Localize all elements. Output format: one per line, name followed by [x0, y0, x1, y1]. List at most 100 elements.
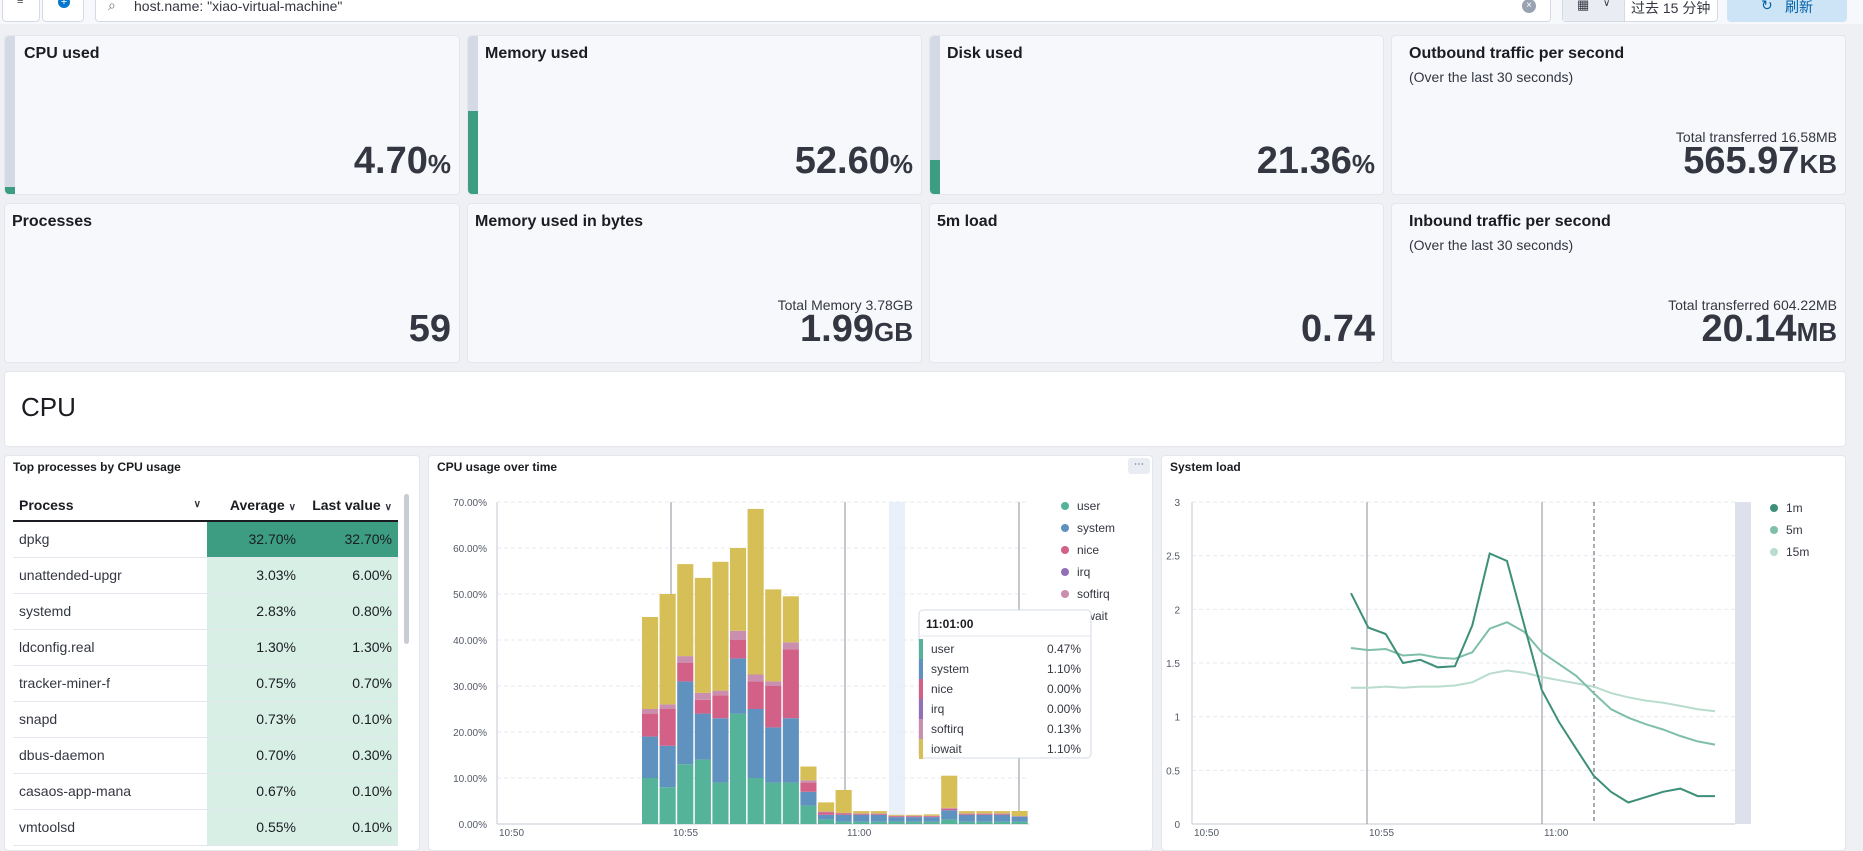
chevron-down-icon: ∨	[384, 501, 392, 513]
bar-system	[800, 791, 817, 806]
table-row[interactable]: vmtoolsd 0.55% 0.10%	[13, 809, 398, 846]
cell-average: 0.73%	[207, 701, 302, 738]
x-tick-label: 10:50	[499, 828, 524, 839]
bar-user	[765, 782, 782, 824]
legend-swatch	[1061, 568, 1069, 576]
bar-user	[659, 787, 676, 824]
tooltip-swatch	[919, 699, 923, 719]
bar-softirq	[906, 815, 923, 817]
card-title: Outbound traffic per second	[1409, 45, 1625, 62]
query-text[interactable]: host.name: "xiao-virtual-machine"	[134, 0, 343, 14]
search-input[interactable]: ⌕ host.name: "xiao-virtual-machine" ×	[95, 0, 1551, 22]
cell-average: 1.30%	[207, 629, 302, 666]
column-header-process[interactable]: Process ∨	[13, 489, 207, 522]
bar-iowait	[941, 775, 958, 808]
date-range-text: 过去 15 分钟	[1631, 0, 1711, 16]
bar-softirq	[870, 813, 887, 814]
table-row[interactable]: dpkg 32.70% 32.70%	[13, 521, 398, 558]
card-subtitle: (Over the last 30 seconds)	[1409, 237, 1574, 253]
tooltip-label: nice	[931, 682, 953, 696]
bar-user	[1011, 821, 1028, 824]
card-subtitle: (Over the last 30 seconds)	[1409, 69, 1574, 85]
cpu-gauge-fill	[5, 186, 15, 194]
add-filter-button[interactable]: +	[42, 0, 84, 22]
bar-iowait	[747, 508, 764, 675]
tooltip-label: system	[931, 662, 969, 676]
section-title: CPU	[21, 392, 76, 422]
panel-title: Top processes by CPU usage	[13, 460, 181, 474]
bar-user	[941, 819, 958, 824]
y-tick-label: 40.00%	[453, 636, 487, 647]
table-scrollbar[interactable]	[404, 494, 409, 644]
top-processes-panel: Top processes by CPU usage Process ∨ Aver…	[4, 455, 420, 851]
bar-user	[747, 778, 764, 824]
memory-used-card: Memory used 52.60%	[467, 35, 922, 195]
legend-band	[1735, 502, 1751, 824]
chevron-down-icon: ∨	[1603, 0, 1611, 9]
table-row[interactable]: snapd 0.73% 0.10%	[13, 701, 398, 738]
cell-process: dpkg	[13, 521, 207, 558]
bar-iowait	[659, 594, 676, 705]
cell-average: 0.55%	[207, 809, 302, 846]
legend-swatch	[1061, 590, 1069, 598]
bar-nice	[677, 663, 694, 682]
tooltip-value: 1.10%	[1047, 662, 1081, 676]
bar-softirq	[730, 630, 747, 640]
table-row[interactable]: tracker-miner-f 0.75% 0.70%	[13, 665, 398, 702]
date-picker[interactable]: ▦ ∨ 过去 15 分钟	[1562, 0, 1718, 22]
bar-system	[1011, 816, 1028, 822]
card-title: Processes	[12, 213, 93, 230]
y-tick-label: 30.00%	[453, 682, 487, 693]
bar-nice	[747, 681, 764, 709]
system-load-chart: 0 0.5 1 1.5 2 2.5 3 10:50 10:55 11:00 1m 5m 15m	[1166, 498, 1809, 839]
bar-iowait	[958, 811, 975, 814]
load-5m-value: 0.74	[1301, 308, 1375, 350]
card-title: 5m load	[937, 213, 998, 230]
bar-iowait	[853, 811, 870, 814]
refresh-button[interactable]: ↻ 刷新	[1727, 0, 1847, 22]
table-row[interactable]: dbus-daemon 0.70% 0.30%	[13, 737, 398, 774]
legend-label: nice	[1077, 543, 1099, 557]
bar-iowait	[994, 811, 1011, 814]
y-tick-label: 2	[1174, 605, 1180, 616]
filter-menu-button[interactable]: ≡	[2, 0, 40, 22]
calendar-button[interactable]: ▦ ∨	[1563, 0, 1625, 21]
y-tick-label: 0.00%	[459, 820, 487, 831]
table-row[interactable]: unattended-upgr 3.03% 6.00%	[13, 557, 398, 594]
bar-system	[782, 718, 799, 783]
y-tick-label: 0.5	[1166, 766, 1180, 777]
cpu-gauge	[5, 36, 15, 194]
column-header-last-value[interactable]: Last value ∨	[302, 489, 398, 522]
bar-nice	[853, 813, 870, 815]
cell-process: vmtoolsd	[13, 809, 207, 846]
panel-options-button[interactable]: ⋯	[1128, 458, 1150, 474]
bar-iowait	[800, 766, 817, 781]
disk-used-value: 21.36%	[1256, 140, 1375, 182]
bar-nice	[800, 782, 817, 792]
table-row[interactable]: ldconfig.real 1.30% 1.30%	[13, 629, 398, 666]
refresh-icon: ↻	[1761, 0, 1773, 13]
total-memory: Total Memory 3.78GB	[777, 297, 913, 313]
cell-average: 0.70%	[207, 737, 302, 774]
column-header-average[interactable]: Average ∨	[207, 489, 302, 522]
tooltip-label: irq	[931, 702, 944, 716]
bar-nice	[712, 695, 729, 719]
x-tick-label: 10:55	[673, 828, 698, 839]
load-5m-card: 5m load 0.74	[929, 203, 1384, 363]
table-row[interactable]: systemd 2.83% 0.80%	[13, 593, 398, 630]
bar-user	[730, 713, 747, 824]
bar-softirq	[976, 813, 993, 814]
clear-icon[interactable]: ×	[1522, 0, 1536, 13]
bar-system	[906, 817, 923, 822]
bar-nice	[906, 816, 923, 818]
bar-user	[694, 759, 711, 824]
memory-used-value: 52.60%	[794, 140, 913, 182]
cell-average: 0.67%	[207, 773, 302, 810]
bar-softirq	[712, 690, 729, 696]
x-tick-label: 10:50	[1194, 828, 1219, 839]
bar-iowait	[888, 814, 905, 816]
bar-user	[923, 821, 940, 824]
cell-process: casaos-app-mana	[13, 773, 207, 810]
table-row[interactable]: casaos-app-mana 0.67% 0.10%	[13, 773, 398, 810]
bar-nice	[835, 813, 852, 815]
